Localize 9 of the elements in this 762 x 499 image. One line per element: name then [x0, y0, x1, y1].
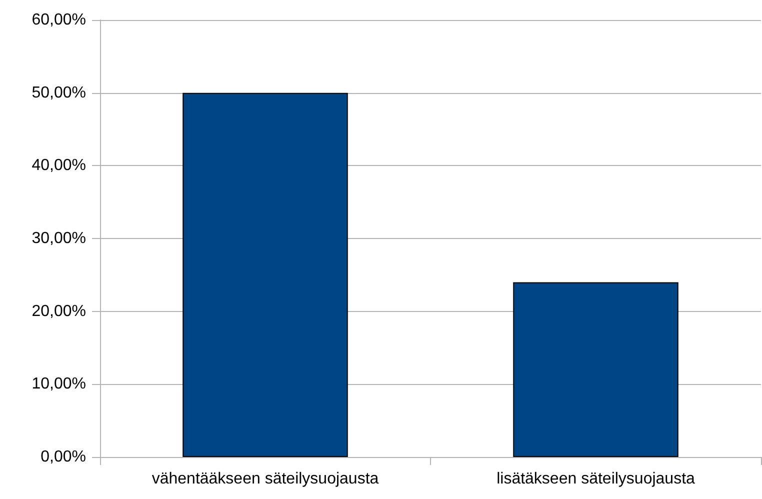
y-tick-label: 50,00%	[32, 84, 86, 102]
y-tick-label: 0,00%	[40, 448, 86, 466]
y-tick-label: 60,00%	[32, 12, 86, 28]
y-tick-label: 10,00%	[32, 376, 86, 393]
y-tick-label: 30,00%	[32, 230, 86, 247]
y-tick-label: 20,00%	[32, 302, 86, 320]
y-tick-label: 40,00%	[32, 157, 86, 174]
x-tick-label: vähentääkseen säteilysuojausta	[152, 470, 379, 488]
x-tick-label: lisätäkseen säteilysuojausta	[496, 470, 696, 488]
